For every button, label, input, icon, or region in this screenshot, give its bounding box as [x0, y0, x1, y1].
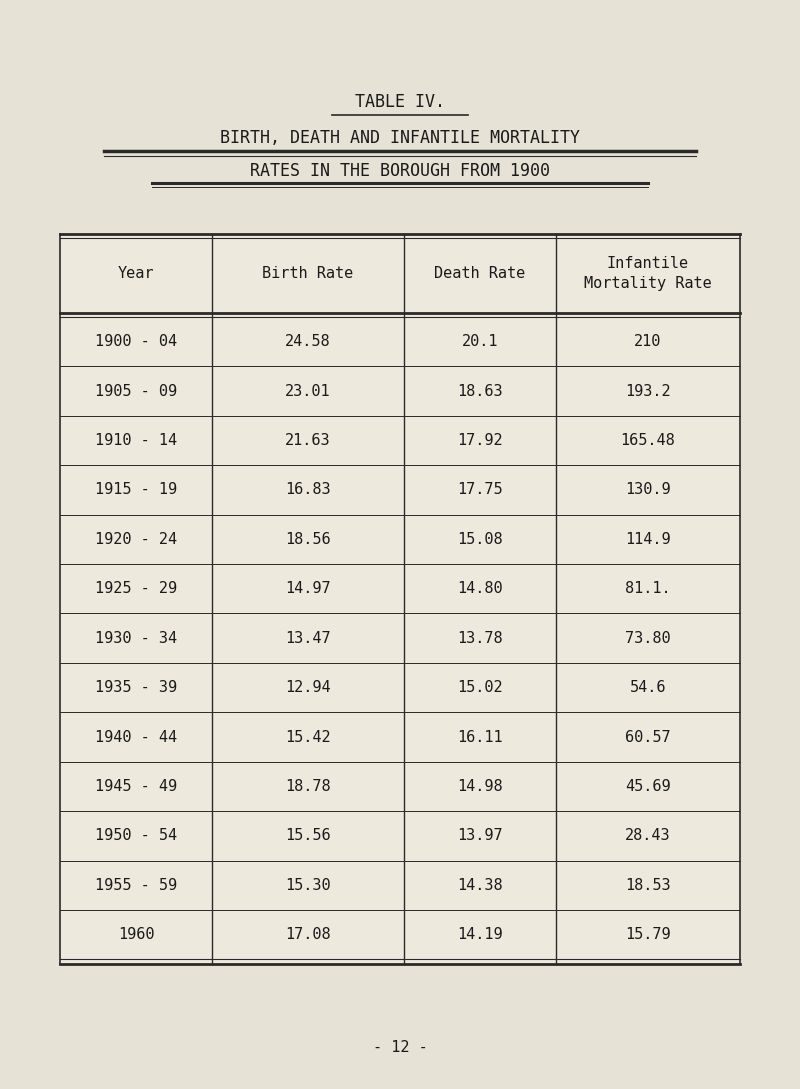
Text: 1910 - 14: 1910 - 14 — [95, 433, 177, 448]
Text: 12.94: 12.94 — [285, 680, 331, 695]
Text: 54.6: 54.6 — [630, 680, 666, 695]
Text: 1960: 1960 — [118, 927, 154, 942]
Text: Year: Year — [118, 266, 154, 281]
Text: 114.9: 114.9 — [625, 531, 671, 547]
Text: 18.56: 18.56 — [285, 531, 331, 547]
Text: Birth Rate: Birth Rate — [262, 266, 354, 281]
Text: 13.47: 13.47 — [285, 631, 331, 646]
Text: 13.78: 13.78 — [457, 631, 503, 646]
Text: 13.97: 13.97 — [457, 829, 503, 843]
Text: 17.75: 17.75 — [457, 482, 503, 498]
Text: - 12 -: - 12 - — [373, 1040, 427, 1055]
Text: 14.80: 14.80 — [457, 582, 503, 597]
Text: 1900 - 04: 1900 - 04 — [95, 334, 177, 350]
Text: 18.53: 18.53 — [625, 878, 671, 893]
Text: BIRTH, DEATH AND INFANTILE MORTALITY: BIRTH, DEATH AND INFANTILE MORTALITY — [220, 130, 580, 147]
Text: TABLE IV.: TABLE IV. — [355, 94, 445, 111]
Text: 165.48: 165.48 — [621, 433, 675, 448]
Text: Death Rate: Death Rate — [434, 266, 526, 281]
Text: 18.78: 18.78 — [285, 779, 331, 794]
Text: 18.63: 18.63 — [457, 383, 503, 399]
Text: 1945 - 49: 1945 - 49 — [95, 779, 177, 794]
Text: 130.9: 130.9 — [625, 482, 671, 498]
Text: 24.58: 24.58 — [285, 334, 331, 350]
Text: 1935 - 39: 1935 - 39 — [95, 680, 177, 695]
Text: 73.80: 73.80 — [625, 631, 671, 646]
Text: 14.38: 14.38 — [457, 878, 503, 893]
Text: 1940 - 44: 1940 - 44 — [95, 730, 177, 745]
Text: 210: 210 — [634, 334, 662, 350]
Text: 1920 - 24: 1920 - 24 — [95, 531, 177, 547]
Text: RATES IN THE BOROUGH FROM 1900: RATES IN THE BOROUGH FROM 1900 — [250, 162, 550, 180]
Text: 60.57: 60.57 — [625, 730, 671, 745]
FancyBboxPatch shape — [60, 234, 740, 964]
Text: 15.30: 15.30 — [285, 878, 331, 893]
Text: 21.63: 21.63 — [285, 433, 331, 448]
Text: Infantile
Mortality Rate: Infantile Mortality Rate — [584, 256, 712, 291]
Text: 15.42: 15.42 — [285, 730, 331, 745]
Text: 1925 - 29: 1925 - 29 — [95, 582, 177, 597]
Text: 20.1: 20.1 — [462, 334, 498, 350]
Text: 14.98: 14.98 — [457, 779, 503, 794]
Text: 1930 - 34: 1930 - 34 — [95, 631, 177, 646]
Text: 15.56: 15.56 — [285, 829, 331, 843]
Text: 15.79: 15.79 — [625, 927, 671, 942]
Text: 28.43: 28.43 — [625, 829, 671, 843]
Text: 17.92: 17.92 — [457, 433, 503, 448]
Text: 17.08: 17.08 — [285, 927, 331, 942]
Text: 15.02: 15.02 — [457, 680, 503, 695]
Text: 1955 - 59: 1955 - 59 — [95, 878, 177, 893]
Text: 16.83: 16.83 — [285, 482, 331, 498]
Text: 14.19: 14.19 — [457, 927, 503, 942]
Text: 193.2: 193.2 — [625, 383, 671, 399]
Text: 16.11: 16.11 — [457, 730, 503, 745]
Text: 1905 - 09: 1905 - 09 — [95, 383, 177, 399]
Text: 23.01: 23.01 — [285, 383, 331, 399]
Text: 1950 - 54: 1950 - 54 — [95, 829, 177, 843]
Text: 14.97: 14.97 — [285, 582, 331, 597]
Text: 45.69: 45.69 — [625, 779, 671, 794]
Text: 1915 - 19: 1915 - 19 — [95, 482, 177, 498]
Text: 81.1.: 81.1. — [625, 582, 671, 597]
Text: 15.08: 15.08 — [457, 531, 503, 547]
